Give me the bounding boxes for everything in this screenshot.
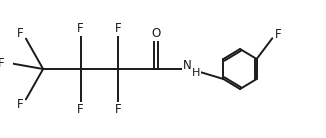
Text: F: F: [275, 28, 282, 41]
Text: O: O: [151, 27, 160, 40]
Text: F: F: [17, 98, 23, 111]
Text: H: H: [192, 68, 200, 78]
Text: N: N: [183, 59, 192, 72]
Text: F: F: [115, 22, 122, 35]
Text: F: F: [17, 27, 23, 40]
Text: F: F: [0, 57, 4, 70]
Text: F: F: [115, 103, 122, 116]
Text: F: F: [77, 22, 84, 35]
Text: F: F: [77, 103, 84, 116]
